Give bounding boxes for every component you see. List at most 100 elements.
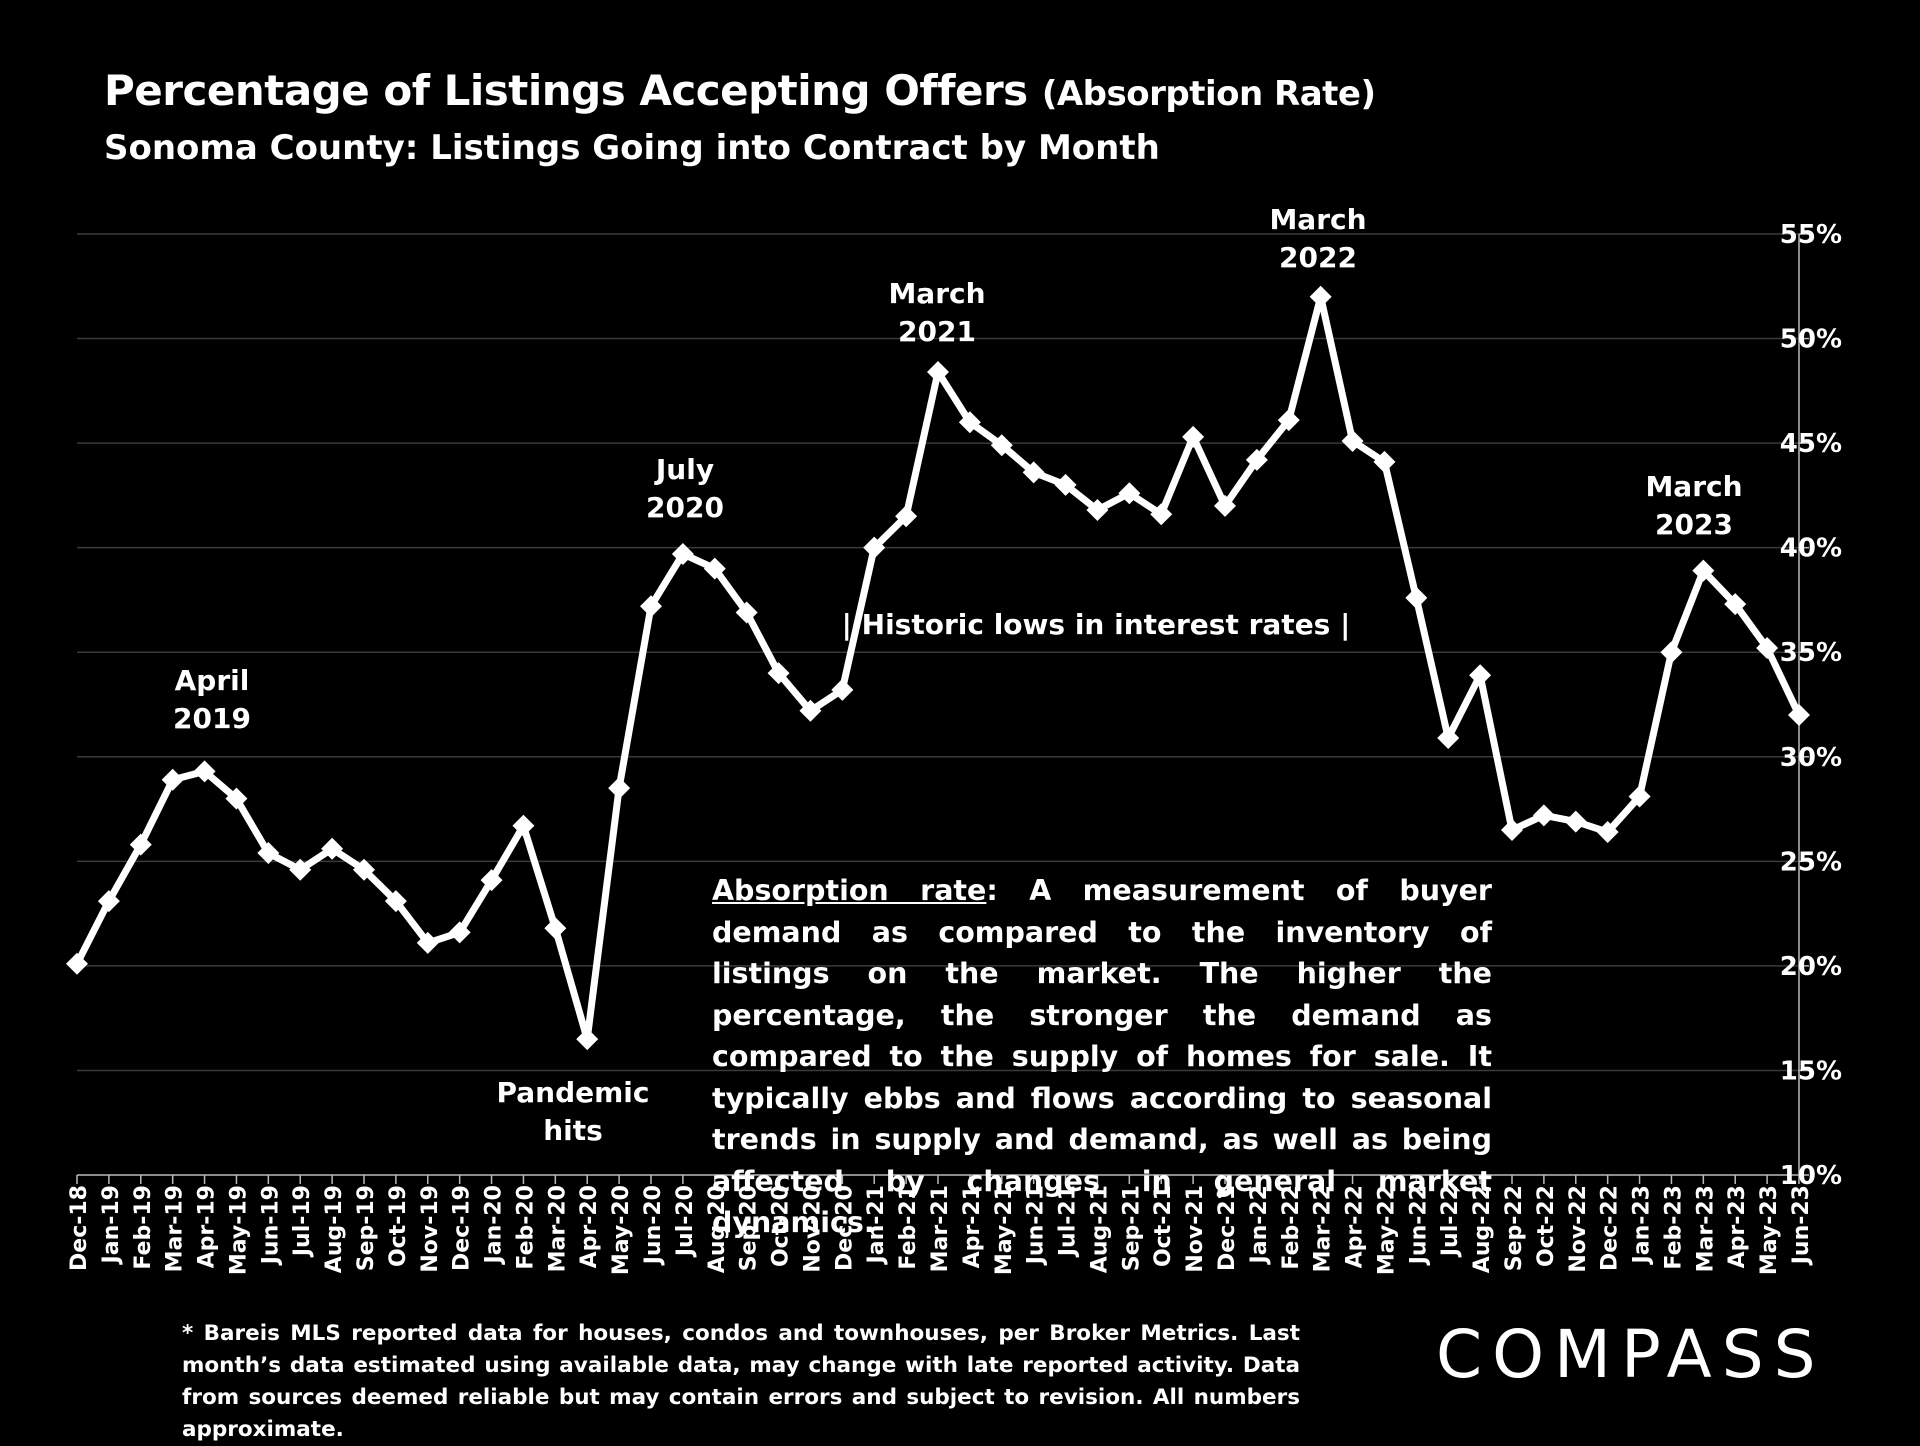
data-point	[1150, 503, 1173, 526]
note-term: Absorption rate	[712, 874, 987, 907]
x-tick-label: Feb-22	[1279, 1185, 1304, 1270]
x-tick-label: Sep-21	[1119, 1185, 1144, 1271]
data-point	[1501, 818, 1523, 841]
x-tick-label: Jan-23	[1630, 1185, 1655, 1265]
data-point	[480, 869, 503, 892]
annotation-july-2020: July	[654, 453, 714, 486]
data-point	[193, 760, 216, 783]
data-point	[1724, 593, 1747, 616]
x-tick-label: Dec-22	[1598, 1185, 1623, 1271]
y-tick-label: 30%	[1780, 743, 1842, 773]
data-point	[353, 858, 375, 881]
y-tick-label: 10%	[1780, 1161, 1842, 1191]
data-point	[1054, 473, 1077, 496]
chart-title-main: Percentage of Listings Accepting Offers	[104, 66, 1028, 115]
x-tick-label: Jul-21	[1056, 1185, 1081, 1258]
x-tick-label: Feb-21	[896, 1185, 921, 1270]
data-point	[416, 931, 439, 954]
data-point	[544, 917, 567, 940]
x-tick-label: Jun-22	[1406, 1185, 1431, 1266]
data-point	[1022, 461, 1045, 484]
x-tick-label: Feb-23	[1661, 1185, 1686, 1270]
data-point	[448, 921, 471, 944]
x-tick-label: Jul-19	[290, 1185, 315, 1258]
data-point	[1182, 425, 1205, 448]
data-point	[927, 361, 949, 384]
data-point	[1437, 726, 1460, 749]
x-tick-label: May-23	[1757, 1185, 1782, 1275]
x-tick-label: Apr-22	[1343, 1185, 1368, 1268]
x-tick-label: Nov-22	[1566, 1185, 1591, 1273]
annotation-april-2019: April	[175, 664, 250, 697]
x-tick-label: Oct-21	[1151, 1185, 1176, 1267]
data-point	[1277, 409, 1300, 432]
data-point	[1596, 821, 1619, 844]
x-tick-label: Aug-22	[1470, 1185, 1495, 1273]
data-point	[1118, 482, 1141, 505]
x-tick-label: Dec-18	[67, 1185, 92, 1271]
x-tick-label: Jan-21	[864, 1185, 889, 1265]
annotation-march-2021-line2: 2021	[898, 315, 976, 348]
data-point	[1756, 637, 1779, 660]
data-point	[512, 814, 535, 837]
data-point	[1373, 450, 1396, 473]
data-point	[1086, 499, 1109, 522]
annotations: April 2019 Pandemic hits July 2020 March 2021 Ma…	[173, 203, 1743, 1147]
x-tick-label: Jun-20	[641, 1185, 666, 1266]
data-point	[1469, 664, 1492, 687]
data-point	[990, 434, 1013, 457]
x-tick-label: Oct-22	[1534, 1185, 1559, 1267]
x-tick-label: Feb-20	[513, 1185, 538, 1270]
annotation-interest-rates: | Historic lows in interest rates |	[842, 608, 1351, 641]
data-point	[831, 678, 854, 701]
y-tick-label: 35%	[1780, 638, 1842, 668]
x-tick-label: Sep-20	[737, 1185, 762, 1271]
data-point	[129, 833, 152, 856]
x-tick-label: Dec-20	[832, 1185, 857, 1271]
data-point	[97, 890, 120, 913]
chart-title-suffix: (Absorption Rate)	[1041, 74, 1376, 114]
data-point	[799, 699, 822, 722]
data-point	[225, 787, 248, 810]
y-tick-label: 40%	[1780, 534, 1842, 564]
annotation-pandemic: Pandemic	[496, 1076, 649, 1109]
annotation-april-2019-line2: 2019	[173, 702, 251, 735]
annotation-pandemic-line2: hits	[543, 1114, 603, 1147]
x-tick-label: Apr-21	[960, 1185, 985, 1268]
y-tick-label: 50%	[1780, 325, 1842, 355]
x-tick-label: Apr-20	[577, 1185, 602, 1268]
x-tick-label: May-20	[609, 1185, 634, 1275]
data-point	[703, 557, 726, 580]
x-tick-label: May-19	[226, 1185, 251, 1275]
x-axis-tick-labels: Dec-18 Jan-19 Feb-19 Mar-19 Apr-19 May-19 Jun-…	[67, 1185, 1814, 1275]
data-point	[384, 890, 407, 913]
data-point	[958, 411, 981, 434]
x-tick-label: Jul-22	[1438, 1185, 1463, 1258]
x-tick-label: Jan-19	[99, 1185, 124, 1265]
data-point	[767, 662, 790, 685]
data-point	[1628, 785, 1651, 808]
x-tick-label: Jun-23	[1789, 1185, 1814, 1266]
x-tick-label: Aug-21	[1087, 1185, 1112, 1273]
data-point	[640, 595, 662, 618]
x-tick-label: Apr-19	[195, 1185, 220, 1268]
data-point	[289, 858, 312, 881]
data-point	[1660, 641, 1683, 664]
x-tick-label: Feb-19	[131, 1185, 156, 1270]
x-tick-label: Nov-19	[418, 1185, 443, 1273]
chart-subtitle: Sonoma County: Listings Going into Contr…	[104, 128, 1160, 168]
footnote: * Bareis MLS reported data for houses, c…	[182, 1321, 1300, 1442]
data-point	[895, 505, 918, 528]
x-tick-label: Jul-20	[673, 1185, 698, 1258]
x-tick-label: Jun-21	[1024, 1185, 1049, 1266]
y-tick-label: 45%	[1780, 429, 1842, 459]
data-point	[863, 536, 886, 559]
x-tick-label: Aug-20	[705, 1185, 730, 1273]
x-tick-label: Nov-21	[1183, 1185, 1208, 1273]
data-point	[257, 841, 280, 864]
x-tick-label: Sep-19	[354, 1185, 379, 1271]
x-tick-label: May-22	[1374, 1185, 1399, 1275]
data-point	[1214, 494, 1236, 517]
annotation-march-2022-line2: 2022	[1279, 241, 1357, 274]
